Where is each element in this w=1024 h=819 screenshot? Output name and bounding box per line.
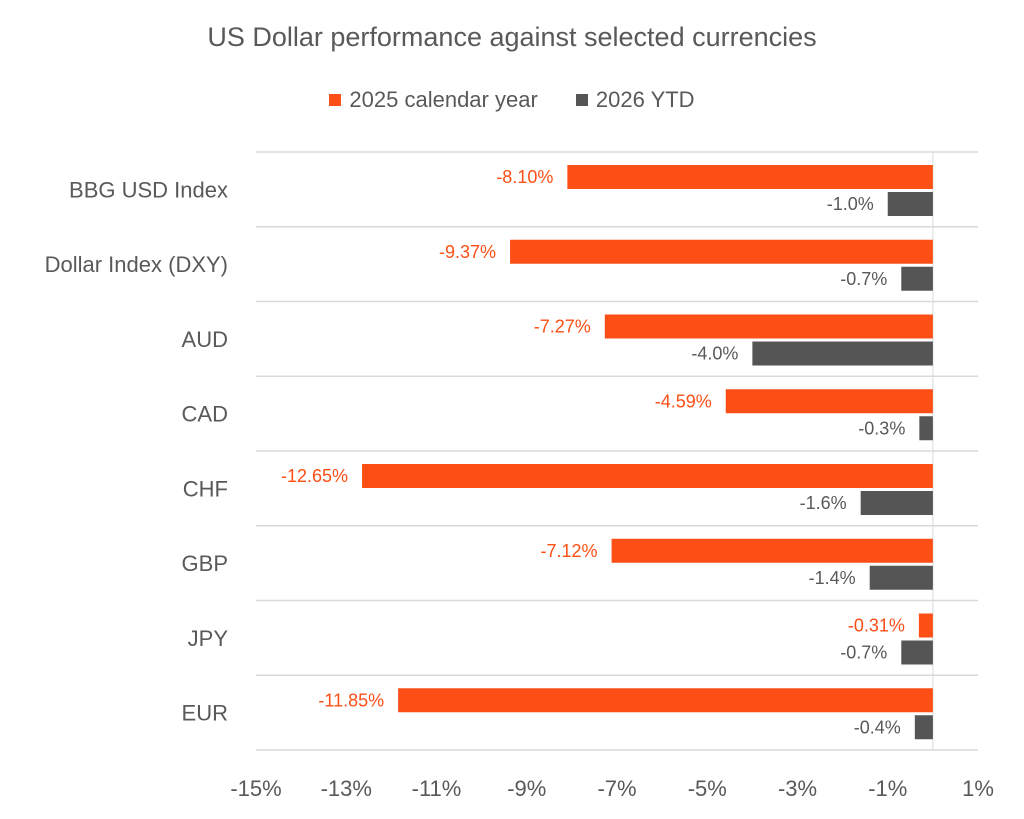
category-label: JPY [188,626,229,651]
bar-2025 [725,389,933,414]
legend-item-2025: 2025 calendar year [329,87,538,113]
category-label: GBP [182,551,228,576]
category-label: Dollar Index (DXY) [45,252,228,277]
legend-label-2026: 2026 YTD [595,87,695,112]
category-label: BBG USD Index [69,177,228,202]
x-tick-label: -5% [688,776,727,801]
x-tick-label: -15% [230,776,281,801]
data-label: -7.12% [541,541,598,561]
category-label: EUR [182,701,228,726]
data-label: -0.4% [854,717,901,737]
legend-item-2026: 2026 YTD [575,87,695,113]
bar-2025 [604,314,933,339]
bar-2025 [918,613,933,638]
x-tick-label: -7% [597,776,636,801]
data-label: -1.0% [827,194,874,214]
data-label: -1.4% [809,568,856,588]
bar-2026 [901,640,933,665]
bar-2025 [510,239,933,264]
data-label: -0.3% [858,418,905,438]
bar-2026 [901,266,933,291]
legend-label-2025: 2025 calendar year [349,87,538,112]
chart-title: US Dollar performance against selected c… [207,22,817,52]
bar-2026 [869,565,933,590]
data-label: -0.7% [840,643,887,663]
bar-2026 [887,192,933,216]
bar-2025 [398,688,933,713]
bar-2025 [567,165,933,189]
data-label: -4.59% [655,391,712,411]
data-label: -0.7% [840,269,887,289]
legend-swatch-2025 [329,94,342,106]
data-label: -12.65% [281,466,348,486]
category-label: CAD [182,402,228,427]
bar-2025 [362,464,933,488]
data-label: -4.0% [691,344,738,364]
x-tick-label: -1% [868,776,907,801]
category-label: CHF [183,476,228,501]
data-label: -1.6% [800,493,847,513]
x-tick-label: -9% [507,776,546,801]
data-label: -11.85% [318,690,384,710]
data-label: -8.10% [496,167,553,187]
category-label: AUD [182,327,228,352]
x-tick-label: 1% [962,776,994,801]
x-tick-label: -11% [412,776,462,801]
legend: 2025 calendar year 2026 YTD [0,86,1024,113]
x-tick-label: -3% [778,776,817,801]
bar-2025 [611,538,933,563]
bar-2026 [752,341,933,366]
bar-2026 [914,715,933,740]
x-tick-label: -13% [321,776,372,801]
data-label: -9.37% [439,242,496,262]
data-label: -7.27% [534,317,591,337]
bar-2026 [919,416,933,441]
data-label: -0.31% [848,616,905,636]
legend-swatch-2026 [575,94,588,106]
bar-2026 [860,491,933,515]
